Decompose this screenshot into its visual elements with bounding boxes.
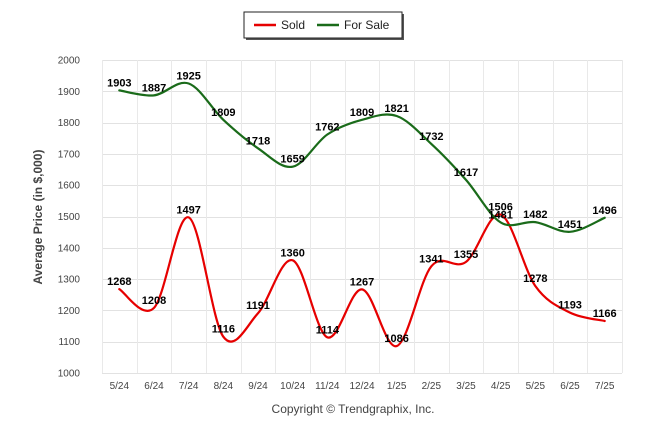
x-tick-label-8-24: 8/24 <box>214 381 234 392</box>
data-label-for-sale-5-24: 1903 <box>107 77 131 89</box>
y-tick-label-1400: 1400 <box>58 243 81 254</box>
y-tick-label-1800: 1800 <box>58 118 81 129</box>
legend-label-sold: Sold <box>281 18 305 32</box>
y-tick-label-1300: 1300 <box>58 275 81 286</box>
x-tick-label-3-25: 3/25 <box>456 381 476 392</box>
data-label-sold-4-25: 1506 <box>488 202 512 214</box>
x-tick-label-10-24: 10/24 <box>280 381 305 392</box>
data-label-sold-2-25: 1341 <box>419 253 443 265</box>
x-tick-label-7-25: 7/25 <box>595 381 615 392</box>
x-tick-label-1-25: 1/25 <box>387 381 407 392</box>
data-label-sold-10-24: 1360 <box>280 247 304 259</box>
y-axis-title: Average Price (in $,000) <box>31 150 45 285</box>
y-tick-label-1500: 1500 <box>58 212 81 223</box>
data-label-sold-11-24: 1114 <box>316 324 340 336</box>
data-label-for-sale-11-24: 1762 <box>315 121 339 133</box>
x-tick-label-12-24: 12/24 <box>349 381 374 392</box>
series-lines <box>118 81 606 348</box>
data-label-sold-8-24: 1116 <box>212 324 235 336</box>
axes: 1000 1100 1200 1300 1400 1500 1600 1700 1800 1900… <box>58 56 615 393</box>
data-label-for-sale-7-24: 1925 <box>176 70 200 82</box>
y-tick-label-1700: 1700 <box>58 149 81 160</box>
data-label-sold-9-24: 1191 <box>246 300 270 312</box>
data-label-for-sale-8-24: 1809 <box>211 107 235 119</box>
y-tick-label-1200: 1200 <box>58 306 81 317</box>
data-label-sold-7-24: 1497 <box>176 204 200 216</box>
data-label-sold-5-25: 1278 <box>523 273 547 285</box>
data-label-for-sale-12-24: 1809 <box>350 107 374 119</box>
data-label-for-sale-4-25: 1481 <box>488 209 512 221</box>
data-label-sold-12-24: 1267 <box>350 276 374 288</box>
x-tick-label-4-25: 4/25 <box>491 381 511 392</box>
x-tick-label-9-24: 9/24 <box>248 381 268 392</box>
series-line-sold <box>118 213 606 348</box>
series-line-for-sale <box>118 81 606 233</box>
legend: Sold For Sale <box>243 11 404 40</box>
data-label-sold-6-24: 1208 <box>142 295 166 307</box>
data-labels: 1268 1208 1497 1116 1191 1360 1114 1267 1086 1341… <box>107 70 617 345</box>
data-label-for-sale-1-25: 1821 <box>384 103 408 115</box>
data-label-sold-1-25: 1086 <box>384 333 408 345</box>
y-tick-label-2000: 2000 <box>58 56 81 67</box>
data-label-for-sale-10-24: 1659 <box>280 154 304 166</box>
copyright-text: Copyright © Trendgraphix, Inc. <box>272 402 435 416</box>
data-label-sold-7-25: 1166 <box>593 308 617 320</box>
legend-label-for-sale: For Sale <box>344 18 390 32</box>
x-tick-label-5-25: 5/25 <box>526 381 546 392</box>
data-label-sold-3-25: 1355 <box>454 249 478 261</box>
x-tick-label-6-24: 6/24 <box>144 381 164 392</box>
data-label-sold-5-24: 1268 <box>107 276 131 288</box>
data-label-for-sale-6-24: 1887 <box>142 82 166 94</box>
x-tick-label-5-24: 5/24 <box>110 381 130 392</box>
y-tick-label-1100: 1100 <box>58 337 80 348</box>
data-label-for-sale-3-25: 1617 <box>454 167 478 179</box>
data-label-for-sale-9-24: 1718 <box>246 135 270 147</box>
x-tick-label-2-25: 2/25 <box>422 381 442 392</box>
y-tick-label-1900: 1900 <box>58 87 81 98</box>
x-tick-label-11-24: 11/24 <box>315 381 340 392</box>
x-tick-label-6-25: 6/25 <box>560 381 580 392</box>
x-tick-label-7-24: 7/24 <box>179 381 199 392</box>
data-label-sold-6-25: 1193 <box>558 300 582 312</box>
data-label-for-sale-7-25: 1496 <box>592 205 616 217</box>
y-tick-label-1000: 1000 <box>58 369 81 380</box>
data-label-for-sale-6-25: 1451 <box>558 219 582 231</box>
data-label-for-sale-2-25: 1732 <box>419 131 443 143</box>
y-tick-label-1600: 1600 <box>58 181 81 192</box>
data-label-for-sale-5-25: 1482 <box>523 209 547 221</box>
